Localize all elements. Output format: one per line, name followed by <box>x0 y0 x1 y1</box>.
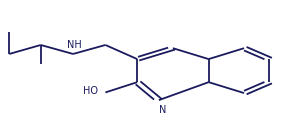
Text: N: N <box>159 105 166 115</box>
Text: NH: NH <box>66 40 81 50</box>
Text: HO: HO <box>83 86 99 96</box>
